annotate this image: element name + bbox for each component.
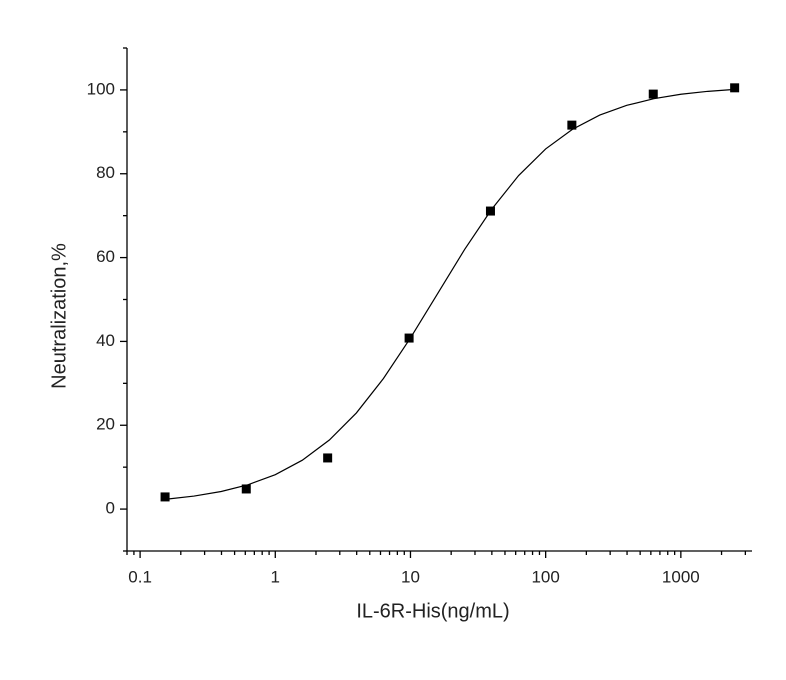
y-tick-label: 40: [96, 331, 115, 350]
x-tick-label: 0.1: [128, 567, 152, 586]
data-point: [404, 333, 414, 343]
x-axis-title: IL-6R-His(ng/mL): [356, 600, 509, 622]
x-tick-label: 10: [401, 567, 420, 586]
data-point: [485, 206, 495, 216]
data-point: [323, 453, 333, 463]
y-tick-label: 100: [87, 79, 115, 98]
data-point: [241, 484, 251, 494]
data-point: [648, 89, 658, 99]
y-tick-label: 20: [96, 415, 115, 434]
x-tick-label: 1: [271, 567, 280, 586]
fit-curve: [166, 88, 735, 500]
data-point: [567, 120, 577, 130]
y-tick-label: 60: [96, 247, 115, 266]
y-axis-title: Neutralization,%: [48, 243, 70, 389]
x-tick-label: 1000: [662, 567, 700, 586]
y-tick-label: 80: [96, 163, 115, 182]
data-point: [160, 492, 170, 502]
x-tick-label: 100: [531, 567, 559, 586]
data-point: [730, 83, 740, 93]
y-tick-label: 0: [106, 499, 115, 518]
